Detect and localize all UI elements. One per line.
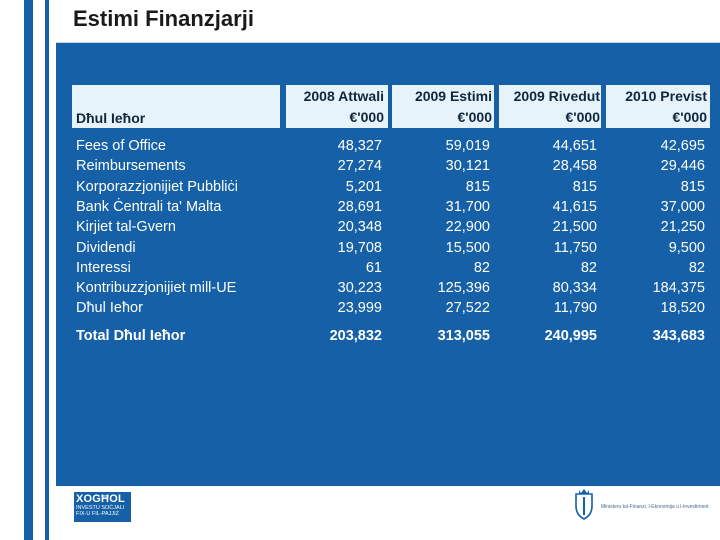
ministry-name: Ministeru tal-Finanzi, l-Ekonomija u l-I… — [601, 504, 709, 510]
total-value: 343,683 — [652, 328, 705, 344]
row-value: 41,615 — [552, 198, 597, 215]
row-value: 82 — [580, 259, 597, 276]
row-value: 59,019 — [445, 138, 490, 154]
row-label: Reimbursements — [76, 158, 186, 175]
row-value: 28,691 — [337, 198, 382, 215]
left-decor-bar — [49, 0, 56, 540]
column-header: 2010 Previst €'000 — [625, 88, 707, 125]
row-value: 42,695 — [660, 138, 705, 154]
table-corner-label: Dħul Ieħor — [76, 110, 146, 126]
header-cell-col4 — [606, 85, 710, 128]
row-value: 815 — [572, 178, 597, 195]
row-value: 82 — [688, 259, 705, 276]
row-value: 11,750 — [553, 239, 597, 256]
row-label: Bank Ċentrali ta' Malta — [76, 198, 222, 215]
row-value: 125,396 — [437, 280, 490, 297]
slide-title: Estimi Finanzjarji — [73, 6, 254, 31]
row-value: 28,458 — [552, 158, 597, 175]
left-decor-bar — [33, 0, 45, 540]
row-value: 31,700 — [445, 198, 490, 215]
column-header: 2009 Rivedut €'000 — [513, 88, 600, 125]
row-value: 19,708 — [337, 239, 382, 256]
total-value: 313,055 — [437, 328, 490, 344]
row-value: 5,201 — [345, 178, 382, 195]
header-cell-col2 — [392, 85, 494, 128]
row-value: 82 — [473, 259, 490, 276]
title-band — [56, 0, 720, 42]
title-divider — [56, 42, 720, 43]
row-value: 23,999 — [337, 300, 382, 317]
total-value: 240,995 — [544, 328, 597, 344]
row-value: 815 — [465, 178, 490, 195]
row-value: 18,520 — [660, 300, 705, 317]
row-value: 21,500 — [552, 219, 597, 236]
row-value: 21,250 — [660, 219, 705, 236]
row-value: 22,900 — [445, 219, 490, 236]
row-value: 48,327 — [337, 138, 382, 154]
row-value: 11,790 — [553, 300, 597, 317]
row-label: Kirjiet tal-Gvern — [76, 219, 176, 236]
row-value: 27,274 — [337, 158, 382, 175]
logo-sub-text: INVESTU SOĊJALI FIX-U FIL-PAJJIŻ — [76, 505, 125, 517]
footer-band — [56, 486, 720, 540]
column-header: 2008 Attwali €'000 — [303, 88, 384, 125]
total-value: 203,832 — [329, 328, 382, 344]
row-value: 27,522 — [445, 300, 490, 317]
crest-icon — [575, 489, 593, 520]
header-cell-label — [72, 85, 280, 128]
row-value: 20,348 — [337, 219, 382, 236]
row-label: Dħul Ieħor — [76, 300, 143, 317]
row-value: 37,000 — [660, 198, 705, 215]
row-label: Kontribuzzjonijiet mill-UE — [76, 280, 237, 297]
header-cell-col1 — [286, 85, 388, 128]
row-value: 29,446 — [660, 158, 705, 175]
row-value: 80,334 — [552, 280, 597, 297]
row-value: 44,651 — [552, 138, 597, 154]
row-value: 15,500 — [445, 239, 490, 256]
row-value: 9,500 — [668, 239, 705, 256]
row-label: Dividendi — [76, 239, 136, 256]
row-value: 184,375 — [652, 280, 705, 297]
row-value: 30,121 — [445, 158, 490, 175]
row-value: 815 — [680, 178, 705, 195]
row-label: Fees of Office — [76, 138, 166, 154]
row-value: 61 — [365, 259, 382, 276]
total-label: Total Dħul Ieħor — [76, 328, 186, 344]
xoghol-logo — [74, 492, 131, 522]
column-header: 2009 Estimi €'000 — [414, 88, 492, 125]
row-label: Interessi — [76, 259, 131, 276]
left-decor-bar — [0, 0, 24, 540]
logo-main-text: XOGĦOL — [76, 493, 125, 505]
row-value: 30,223 — [337, 280, 382, 297]
header-cell-col3 — [499, 85, 601, 128]
row-label: Korporazzjonijiet Pubbliċi — [76, 178, 238, 195]
